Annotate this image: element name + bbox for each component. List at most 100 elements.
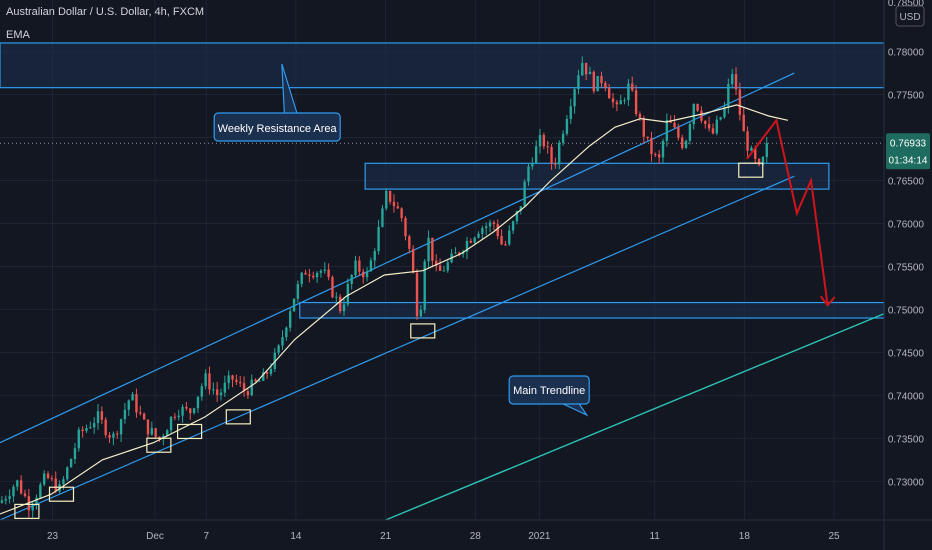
candle-body: [734, 74, 738, 90]
candle-body: [508, 230, 511, 245]
candle-body: [4, 498, 7, 501]
candle-body: [388, 190, 392, 202]
candle-body: [442, 270, 446, 272]
candle-body: [119, 419, 123, 435]
candle-body: [746, 131, 749, 151]
swing-low-box: [410, 323, 436, 339]
candle-body: [650, 138, 653, 155]
price-tick-label: 0.76500: [888, 176, 925, 187]
weekly-resistance-callout[interactable]: [213, 112, 341, 142]
candle-body: [192, 408, 196, 414]
candle-body: [269, 368, 273, 374]
candle-body: [308, 274, 311, 276]
candle-body: [458, 252, 461, 254]
zones-layer: [0, 42, 885, 319]
candle-body: [104, 419, 107, 436]
candle-body: [681, 137, 684, 148]
candle-body: [404, 218, 407, 237]
candle-body: [262, 372, 265, 381]
candle-body: [550, 146, 553, 164]
candle-body: [631, 83, 634, 91]
time-tick-label: 7: [203, 531, 209, 542]
time-tick-label: 23: [47, 531, 59, 542]
candle-body: [54, 478, 57, 492]
candle-body: [123, 409, 127, 420]
candle-body: [542, 134, 546, 147]
candle-body: [304, 272, 307, 275]
candle-body: [35, 497, 38, 506]
candle-body: [131, 394, 134, 401]
candle-body: [69, 458, 73, 468]
candle-body: [596, 76, 599, 92]
candle-body: [700, 110, 703, 121]
candle-body: [258, 380, 261, 382]
swing-low-box: [738, 162, 764, 178]
countdown-label: 01:34:14: [889, 155, 928, 166]
candle-body: [738, 89, 742, 115]
candle-body: [423, 261, 426, 310]
candle-body: [623, 100, 626, 102]
candle-body: [354, 260, 357, 276]
main-trendline-callout[interactable]: [508, 375, 590, 405]
time-tick-label: 18: [739, 531, 751, 542]
candle-body: [485, 226, 488, 229]
projection-path: [746, 117, 829, 306]
last-price-label: 0.76933: [890, 138, 927, 149]
candle-body: [312, 275, 315, 278]
candle-body: [165, 430, 169, 436]
candle-body: [588, 71, 592, 75]
candle-body: [242, 383, 246, 392]
candle-body: [719, 117, 722, 120]
price-tick-label: 0.74000: [888, 391, 925, 402]
swing-low-box: [146, 437, 172, 453]
candle-body: [250, 379, 253, 396]
time-tick-label: 28: [470, 531, 482, 542]
candle-body: [96, 411, 100, 424]
candle-body: [116, 433, 119, 435]
swing-boxes-layer: [14, 162, 764, 520]
candle-body: [8, 496, 11, 499]
candle-body: [454, 252, 457, 254]
header-layer: Australian Dollar / U.S. Dollar, 4h, FXC…: [6, 5, 925, 41]
candle-body: [89, 427, 92, 429]
candle-body: [577, 75, 580, 90]
ema-line: [0, 104, 789, 515]
candle-body: [327, 269, 330, 278]
indicator-label[interactable]: EMA: [6, 29, 31, 41]
candle-body: [146, 419, 150, 435]
currency-badge-frame[interactable]: [895, 5, 925, 27]
trendlines-layer: [0, 72, 885, 521]
candle-body: [215, 389, 219, 396]
candle-body: [546, 146, 549, 148]
candle-body: [277, 345, 280, 353]
candle-body: [385, 190, 388, 209]
candle-body: [754, 147, 757, 159]
candle-body: [600, 76, 603, 83]
candle-body: [315, 272, 319, 278]
candle-body: [350, 275, 353, 284]
candle-body: [46, 473, 50, 479]
candle-body: [154, 428, 157, 437]
candle-body: [477, 233, 480, 238]
support-zone-upper: [364, 162, 830, 190]
candle-body: [288, 311, 292, 328]
candle-body: [511, 221, 515, 231]
candle-body: [400, 208, 403, 219]
projection-arrowhead: [819, 295, 836, 307]
weekly-resistance-zone: [0, 42, 885, 89]
candle-body: [657, 154, 661, 158]
last-price-tag: [886, 133, 930, 170]
candle-body: [285, 327, 288, 338]
candle-body: [619, 100, 622, 105]
candle-body: [223, 382, 227, 393]
candle-body: [435, 260, 438, 266]
candle-body: [212, 389, 215, 391]
candle-body: [750, 147, 753, 151]
channel-upper-line: [0, 72, 795, 444]
candle-body: [300, 272, 303, 284]
candle-body: [208, 373, 211, 390]
candle-body: [415, 272, 419, 317]
candle-body: [558, 142, 561, 165]
candle-body: [654, 154, 657, 156]
